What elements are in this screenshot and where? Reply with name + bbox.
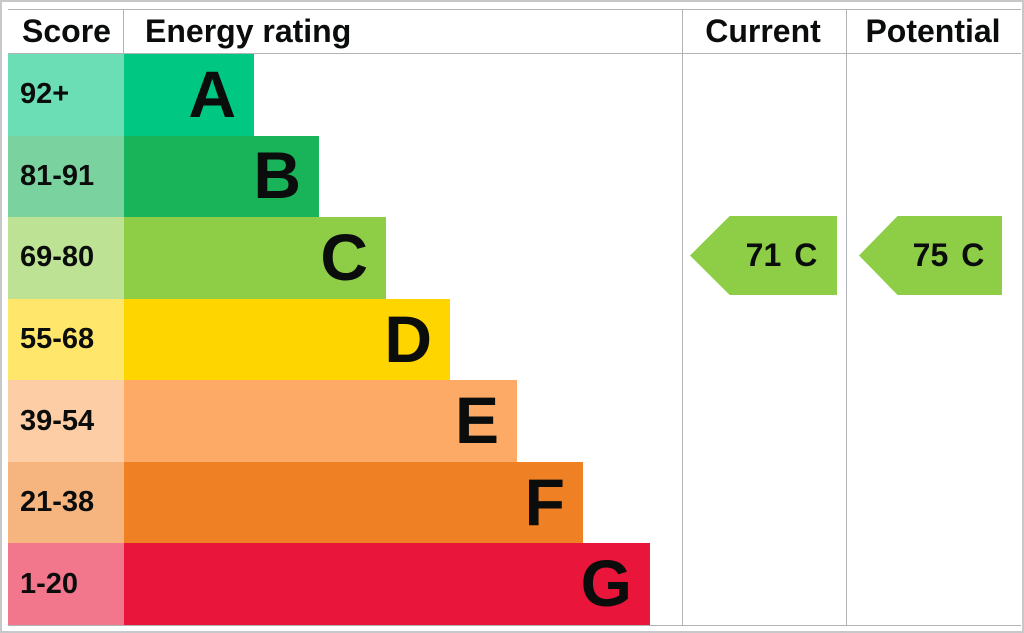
bands-area: 92+ A 81-91 B 69-80 C 55-68 D 39-54 E 21… <box>8 54 682 626</box>
current-rating-value: 71 <box>745 237 782 273</box>
band-row-c: 69-80 C <box>8 217 682 299</box>
band-row-f: 21-38 F <box>8 461 682 544</box>
band-row-b: 81-91 B <box>8 135 682 218</box>
band-e-letter: E <box>454 383 499 458</box>
band-g-bar: G <box>124 543 650 626</box>
energy-rating-column-header: Energy rating <box>145 13 352 49</box>
band-d-bar: D <box>124 298 450 381</box>
header-row: Score Energy rating Current Potential <box>8 10 1021 53</box>
band-f-score: 21-38 <box>8 461 124 544</box>
band-b-bar: B <box>124 135 319 218</box>
band-b-letter: B <box>253 138 301 213</box>
band-g-score: 1-20 <box>8 543 124 626</box>
potential-rating-arrow: 75 C <box>859 216 1002 295</box>
band-row-a: 92+ A <box>8 54 682 136</box>
band-row-g: 1-20 G <box>8 543 682 626</box>
band-a-bar: A <box>124 54 254 136</box>
band-e-score: 39-54 <box>8 380 124 462</box>
band-d-letter: D <box>384 301 432 376</box>
band-f-letter: F <box>524 464 565 539</box>
potential-column-divider <box>846 10 847 625</box>
band-b-score: 81-91 <box>8 135 124 218</box>
current-column-header: Current <box>705 13 821 49</box>
band-d-score: 55-68 <box>8 298 124 381</box>
current-column-divider <box>682 10 683 625</box>
current-rating-band: C <box>794 237 818 273</box>
rating-table: Score Energy rating Current Potential 92… <box>8 9 1021 626</box>
score-column-header: Score <box>8 10 124 53</box>
potential-column-header: Potential <box>865 13 1001 49</box>
band-a-letter: A <box>188 56 236 131</box>
band-g-letter: G <box>580 546 632 621</box>
band-f-bar: F <box>124 461 583 544</box>
band-row-d: 55-68 D <box>8 298 682 381</box>
band-e-bar: E <box>124 380 517 462</box>
band-a-score: 92+ <box>8 54 124 136</box>
potential-rating-value: 75 <box>912 237 949 273</box>
band-c-score: 69-80 <box>8 217 124 299</box>
band-c-bar: C <box>124 217 386 299</box>
band-row-e: 39-54 E <box>8 380 682 462</box>
potential-rating-band: C <box>961 237 985 273</box>
header-divider-line <box>8 53 1021 54</box>
current-rating-arrow: 71 C <box>690 216 837 295</box>
band-c-letter: C <box>320 219 368 294</box>
